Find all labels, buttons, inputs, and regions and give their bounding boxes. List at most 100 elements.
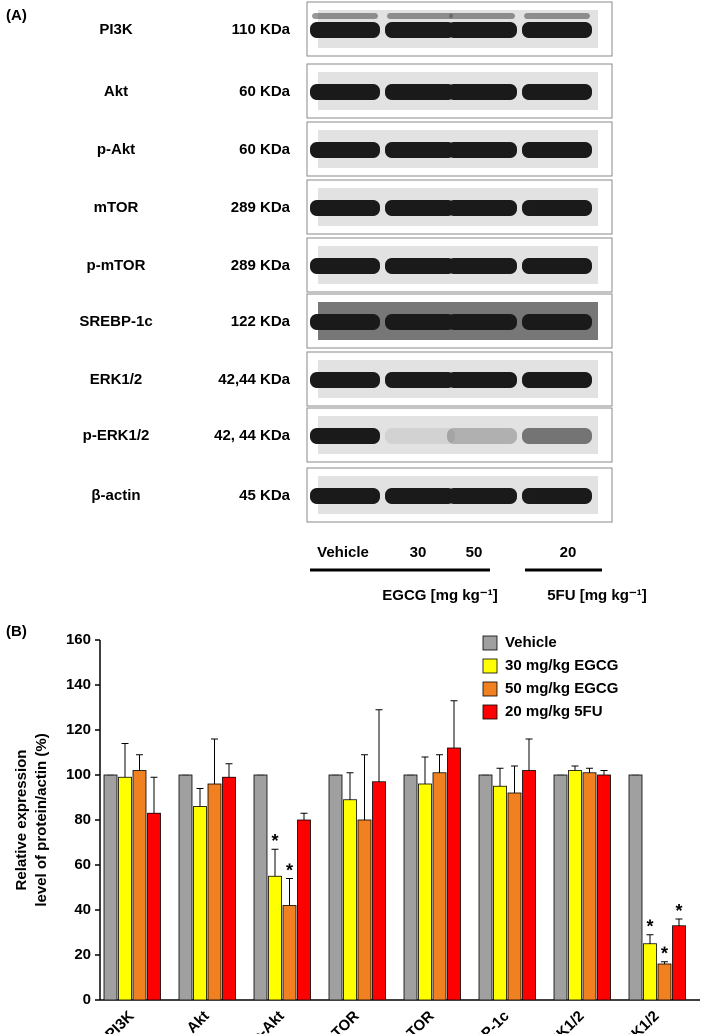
error-bar bbox=[450, 700, 458, 748]
bar bbox=[672, 925, 686, 1001]
blot-band bbox=[310, 22, 380, 38]
blot-band bbox=[522, 372, 592, 388]
bar bbox=[207, 783, 222, 1001]
bar bbox=[222, 776, 236, 1001]
error-bar bbox=[346, 772, 354, 800]
legend-swatch bbox=[482, 704, 498, 720]
blot-band bbox=[449, 13, 515, 19]
blot-band bbox=[447, 372, 517, 388]
protein-label: p-mTOR bbox=[87, 257, 146, 274]
error-bar bbox=[136, 754, 143, 771]
bar bbox=[343, 799, 357, 1001]
lane-label: Vehicle bbox=[317, 544, 369, 561]
error-bar bbox=[121, 743, 129, 778]
protein-size: 42,44 KDa bbox=[218, 371, 290, 388]
blot-band bbox=[385, 200, 455, 216]
blot-band bbox=[447, 258, 517, 274]
x-tick-label: mTOR bbox=[319, 1007, 363, 1034]
bar bbox=[507, 792, 522, 1001]
blot-band bbox=[385, 258, 455, 274]
blot-band bbox=[310, 488, 380, 504]
protein-label: p-Akt bbox=[97, 141, 135, 158]
error-bar bbox=[646, 934, 654, 944]
y-tick-label: 40 bbox=[74, 901, 91, 918]
bar bbox=[282, 905, 297, 1001]
bar bbox=[628, 774, 643, 1001]
bar bbox=[178, 774, 193, 1001]
protein-label: ERK1/2 bbox=[90, 371, 143, 388]
blot-band bbox=[447, 22, 517, 38]
error-bar bbox=[211, 738, 218, 784]
bar bbox=[522, 770, 536, 1001]
error-bar bbox=[675, 918, 683, 926]
legend-label: Vehicle bbox=[505, 634, 557, 651]
x-tick-label: ERK1/2 bbox=[538, 1008, 587, 1034]
error-bar bbox=[196, 788, 204, 807]
bar bbox=[357, 819, 372, 1001]
error-bar bbox=[375, 709, 383, 782]
bar bbox=[193, 806, 207, 1001]
significance-marker: * bbox=[675, 901, 682, 921]
error-bar bbox=[511, 765, 518, 793]
significance-marker: * bbox=[646, 917, 653, 937]
blot-band bbox=[447, 142, 517, 158]
blot-band bbox=[312, 13, 378, 19]
error-bar bbox=[436, 754, 443, 773]
bar bbox=[328, 774, 343, 1001]
y-tick-label: 140 bbox=[66, 676, 91, 693]
blot-band bbox=[522, 84, 592, 100]
x-tick-label: p-Akt bbox=[249, 1008, 288, 1034]
error-bar bbox=[525, 738, 533, 771]
protein-size: 122 KDa bbox=[231, 313, 291, 330]
protein-label: mTOR bbox=[94, 199, 139, 216]
blot-band bbox=[385, 428, 455, 444]
protein-label: p-ERK1/2 bbox=[83, 427, 150, 444]
protein-label: PI3K bbox=[99, 21, 133, 38]
bar bbox=[432, 772, 447, 1001]
bar bbox=[568, 770, 582, 1001]
error-bar bbox=[571, 765, 579, 771]
significance-marker: * bbox=[271, 831, 278, 851]
blot-band bbox=[310, 258, 380, 274]
blot-band bbox=[522, 314, 592, 330]
blot-band bbox=[385, 314, 455, 330]
blot-band bbox=[522, 488, 592, 504]
y-axis-label: level of protein/actin (%) bbox=[33, 733, 50, 906]
group-label: 5FU [mg kg⁻¹] bbox=[547, 587, 647, 604]
blot-band bbox=[385, 488, 455, 504]
bar bbox=[403, 774, 418, 1001]
protein-size: 289 KDa bbox=[231, 257, 291, 274]
error-bar bbox=[271, 848, 279, 877]
blot-band bbox=[522, 200, 592, 216]
legend-swatch bbox=[482, 658, 498, 674]
y-tick-label: 0 bbox=[83, 991, 91, 1008]
protein-size: 42, 44 KDa bbox=[214, 427, 291, 444]
error-bar bbox=[661, 961, 668, 964]
legend-label: 30 mg/kg EGCG bbox=[505, 657, 618, 674]
bar bbox=[147, 812, 161, 1001]
blot-band bbox=[385, 372, 455, 388]
x-tick-label: p-mTOR bbox=[384, 1007, 438, 1034]
error-bar bbox=[496, 767, 504, 787]
blot-band bbox=[447, 314, 517, 330]
blot-band bbox=[524, 13, 590, 19]
panel-label: (B) bbox=[6, 623, 27, 640]
y-axis-label: Relative expression bbox=[13, 750, 30, 891]
y-tick-label: 100 bbox=[66, 766, 91, 783]
error-bar bbox=[225, 763, 233, 778]
blot-band bbox=[387, 13, 453, 19]
blot-band bbox=[447, 428, 517, 444]
bar bbox=[553, 774, 568, 1001]
protein-label: SREBP-1c bbox=[79, 313, 152, 330]
blot-band bbox=[310, 314, 380, 330]
blot-band bbox=[310, 428, 380, 444]
x-tick-label: p-ERK1/2 bbox=[603, 1008, 662, 1034]
blot-band bbox=[310, 84, 380, 100]
bar bbox=[297, 819, 311, 1001]
lane-label: 20 bbox=[560, 544, 577, 561]
blot-band bbox=[385, 22, 455, 38]
y-tick-label: 20 bbox=[74, 946, 91, 963]
error-bar bbox=[421, 756, 429, 784]
error-bar bbox=[586, 767, 593, 773]
